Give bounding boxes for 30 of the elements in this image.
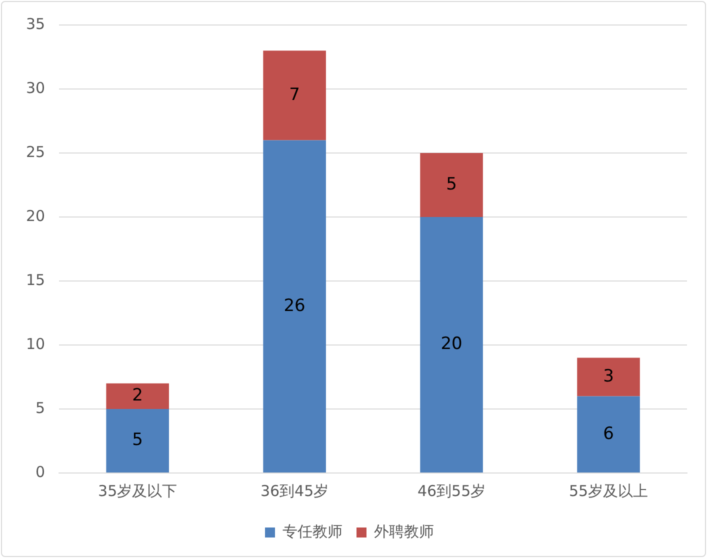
data-label: 2 — [132, 386, 143, 406]
data-label: 5 — [446, 174, 457, 194]
x-tick-label: 36到45岁 — [260, 482, 329, 500]
bar — [263, 50, 326, 140]
legend-label: 专任教师 — [282, 522, 342, 540]
bar — [263, 140, 326, 472]
data-label: 20 — [440, 334, 462, 354]
data-label: 5 — [132, 430, 143, 450]
y-tick-label: 20 — [26, 206, 46, 225]
data-label: 26 — [284, 296, 306, 316]
bar — [106, 409, 169, 472]
data-label: 6 — [603, 424, 614, 444]
bar — [577, 396, 640, 472]
bar — [420, 153, 483, 217]
y-tick-label: 30 — [26, 78, 46, 97]
bar — [577, 358, 640, 396]
bar — [106, 383, 169, 409]
x-tick-label: 55岁及以上 — [568, 482, 648, 500]
x-tick-label: 46到55岁 — [417, 482, 486, 500]
bar — [420, 217, 483, 472]
y-tick-label: 5 — [36, 398, 46, 417]
x-tick-label: 35岁及以下 — [98, 482, 178, 500]
legend-label: 外聘教师 — [374, 522, 434, 540]
y-tick-label: 35 — [26, 14, 46, 33]
y-tick-label: 15 — [26, 270, 46, 289]
data-label: 3 — [603, 366, 614, 386]
data-label: 7 — [289, 84, 300, 105]
y-tick-label: 25 — [26, 142, 46, 161]
y-tick-label: 10 — [26, 334, 46, 353]
y-tick-label: 0 — [36, 462, 46, 481]
